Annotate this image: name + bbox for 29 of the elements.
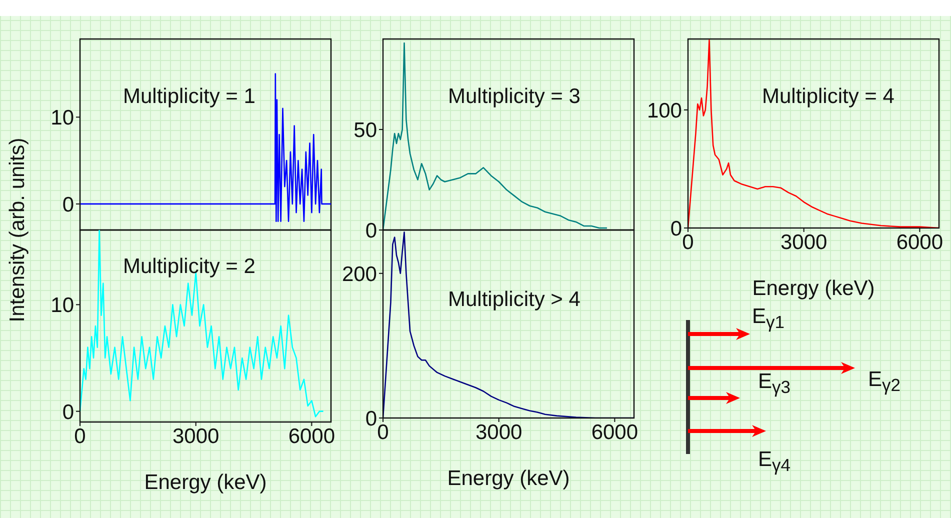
line-series	[383, 42, 608, 230]
x-tick-label: 6000	[591, 420, 638, 444]
text: E$_{γ1}$	[752, 305, 784, 334]
text: E$_{γ4}$	[758, 448, 790, 476]
annotation: Multiplicity = 1	[123, 85, 256, 109]
y-tick-label: 200	[342, 262, 377, 286]
annotation: Multiplicity = 3	[448, 85, 580, 109]
x-tick-label: 3000	[475, 420, 522, 444]
text: E$_{γ3}$	[758, 370, 790, 398]
y-tick-label: 10	[50, 294, 74, 318]
annotation: Multiplicity > 4	[448, 288, 580, 312]
x-tick-label: 3000	[172, 424, 220, 448]
line-series	[80, 230, 324, 418]
annotation: Multiplicity = 4	[762, 85, 894, 109]
x-tick-label: 6000	[896, 230, 944, 254]
x-axis-title: Energy (keV)	[447, 467, 570, 490]
x-axis-title: Energy (keV)	[144, 471, 267, 494]
line-series	[80, 73, 331, 222]
y-tick-label: 0	[62, 400, 74, 424]
y-tick-label: 50	[354, 118, 377, 142]
y-tick-label: 100	[646, 99, 682, 122]
x-tick-label: 3000	[780, 230, 828, 254]
y-tick-label: 10	[50, 106, 74, 130]
y-axis-title: Intensity (arb. units)	[6, 138, 30, 322]
x-axis-title: Energy (keV)	[752, 277, 875, 300]
x-tick-label: 6000	[288, 424, 336, 448]
y-tick-label: 0	[62, 193, 74, 216]
annotation: Multiplicity = 2	[123, 255, 256, 279]
text: E$_{γ2}$	[868, 368, 900, 396]
